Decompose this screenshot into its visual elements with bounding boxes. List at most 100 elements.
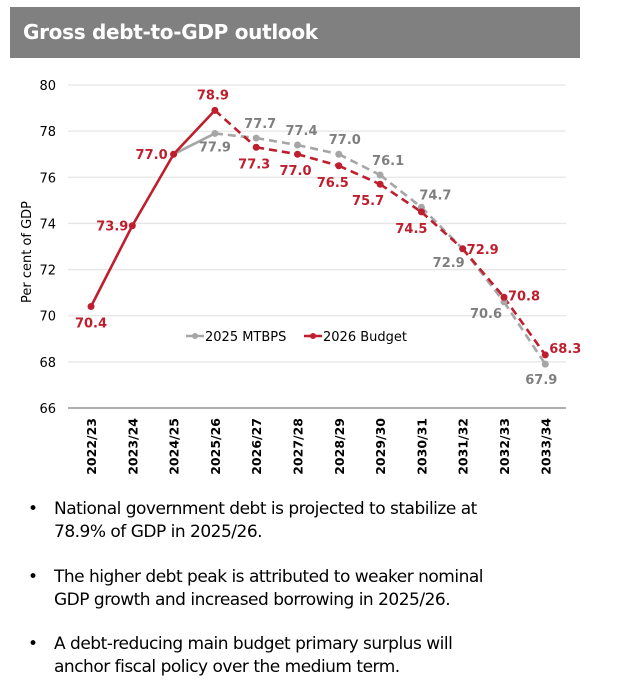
mtbps-data-label: 77.7 [244, 117, 276, 132]
y-axis-label: Per cent of GDP [20, 201, 35, 303]
bullet-dot-icon: • [28, 567, 39, 587]
data-labels: 77.9 77.7 77.4 77.0 76.1 74.7 72.9 70.6 67.9 70.4… [75, 88, 581, 388]
budget-point [541, 351, 549, 359]
mtbps-line-segment [338, 153, 381, 177]
budget-line-segment [461, 247, 505, 299]
y-tick-label: 70 [39, 310, 56, 325]
mtbps-line-segment [379, 173, 423, 209]
bullet-text-line: A debt-reducing main budget primary surp… [54, 634, 453, 654]
x-tick-label: 2028/29 [332, 418, 347, 475]
mtbps-data-label: 74.7 [419, 188, 451, 203]
mtbps-point [376, 171, 384, 179]
legend-label-budget: 2026 Budget [323, 330, 407, 345]
budget-point [417, 208, 425, 216]
mtbps-line-segment [502, 301, 547, 365]
bullet-text: The higher debt peak is attributed to we… [54, 566, 594, 612]
y-tick-label: 68 [39, 356, 56, 371]
bullet-text-line: National government debt is projected to… [54, 499, 477, 519]
y-tick-label: 74 [39, 217, 56, 232]
budget-point [87, 302, 95, 310]
budget-line-segment [338, 164, 381, 186]
x-tick-label: 2025/26 [208, 418, 223, 475]
mtbps-point [541, 360, 549, 368]
bullet-text-line: anchor fiscal policy over the medium ter… [54, 657, 400, 677]
x-tick-label: 2024/25 [167, 418, 182, 475]
bullet-text-line: GDP growth and increased borrowing in 20… [54, 590, 451, 610]
x-tick-label: 2022/23 [84, 418, 99, 475]
mtbps-data-label: 76.1 [372, 154, 404, 169]
budget-line-segment [214, 109, 258, 149]
budget-data-label: 68.3 [549, 342, 581, 357]
mtbps-line-segment [173, 132, 216, 156]
y-tick-label: 80 [39, 79, 56, 94]
bullet-dot-icon: • [28, 634, 39, 654]
y-tick-label: 72 [39, 264, 56, 279]
budget-line-segment [172, 109, 216, 156]
debt-to-gdp-chart: 66 68 70 72 74 76 78 80 2022/23 2023/24 2024/25 20… [20, 79, 581, 475]
budget-point [459, 245, 467, 253]
x-tick-label: 2023/24 [125, 418, 140, 475]
budget-point [252, 143, 260, 151]
x-tick-label: 2033/34 [538, 418, 553, 475]
x-tick-label: 2031/32 [456, 418, 471, 475]
budget-line-segment [89, 225, 134, 308]
mtbps-line-segment [297, 143, 340, 156]
bullet-text-line: 78.9% of GDP in 2025/26. [54, 522, 263, 542]
series-lines [89, 109, 547, 365]
series-points [87, 106, 549, 368]
bullet-dot-icon: • [28, 499, 39, 519]
budget-point [128, 222, 136, 230]
budget-data-label: 73.9 [96, 220, 128, 235]
budget-line-segment [255, 146, 298, 156]
budget-data-label: 70.4 [75, 316, 107, 331]
x-tick-label: 2027/28 [291, 418, 306, 475]
bullet-text-line: The higher debt peak is attributed to we… [54, 567, 484, 587]
mtbps-data-label: 77.0 [329, 133, 361, 148]
budget-data-label: 76.5 [317, 176, 349, 191]
x-axis-ticks: 2022/23 2023/24 2024/25 2025/26 2026/27 2027/… [84, 418, 553, 475]
budget-point [376, 180, 384, 188]
gridlines [68, 84, 566, 409]
budget-data-label: 75.7 [352, 194, 384, 209]
budget-data-label: 77.0 [136, 148, 168, 163]
mtbps-data-label: 77.4 [285, 124, 317, 139]
mtbps-point [211, 129, 219, 137]
y-tick-label: 76 [39, 171, 56, 186]
budget-data-label: 70.8 [508, 289, 540, 304]
title-banner: Gross debt-to-GDP outlook [10, 7, 580, 58]
mtbps-data-label: 77.9 [199, 140, 231, 155]
chart-title: Gross debt-to-GDP outlook [23, 20, 318, 44]
x-tick-label: 2029/30 [373, 418, 388, 475]
legend-marker-budget [310, 333, 316, 339]
budget-data-label: 72.9 [467, 243, 499, 258]
legend-marker-mtbps [192, 333, 198, 339]
legend-label-mtbps: 2025 MTBPS [205, 330, 286, 345]
mtbps-point [335, 150, 343, 158]
budget-data-label: 77.3 [238, 157, 270, 172]
x-tick-label: 2030/31 [414, 418, 429, 475]
mtbps-data-label: 67.9 [525, 373, 557, 388]
budget-line-segment [379, 183, 423, 213]
budget-line-segment [297, 152, 340, 168]
budget-point [211, 106, 219, 114]
budget-point [294, 150, 301, 158]
mtbps-point [294, 141, 301, 149]
budget-data-label: 78.9 [197, 88, 229, 103]
y-tick-label: 66 [39, 402, 56, 417]
budget-line-segment [420, 210, 464, 250]
budget-point [500, 293, 508, 301]
legend: 2025 MTBPS 2026 Budget [186, 330, 407, 345]
budget-line-segment [502, 296, 547, 356]
x-tick-label: 2032/33 [497, 418, 512, 475]
mtbps-point [252, 134, 260, 142]
y-axis-ticks: 66 68 70 72 74 76 78 80 [39, 79, 56, 417]
mtbps-data-label: 72.9 [433, 256, 465, 271]
budget-line-segment [131, 153, 175, 227]
bullet-text: National government debt is projected to… [54, 498, 594, 544]
bullet-text: A debt-reducing main budget primary surp… [54, 633, 594, 679]
mtbps-data-label: 70.6 [470, 307, 502, 322]
budget-point [335, 162, 343, 170]
y-tick-label: 78 [39, 125, 56, 140]
budget-data-label: 77.0 [279, 164, 311, 179]
mtbps-line-segment [214, 132, 257, 140]
